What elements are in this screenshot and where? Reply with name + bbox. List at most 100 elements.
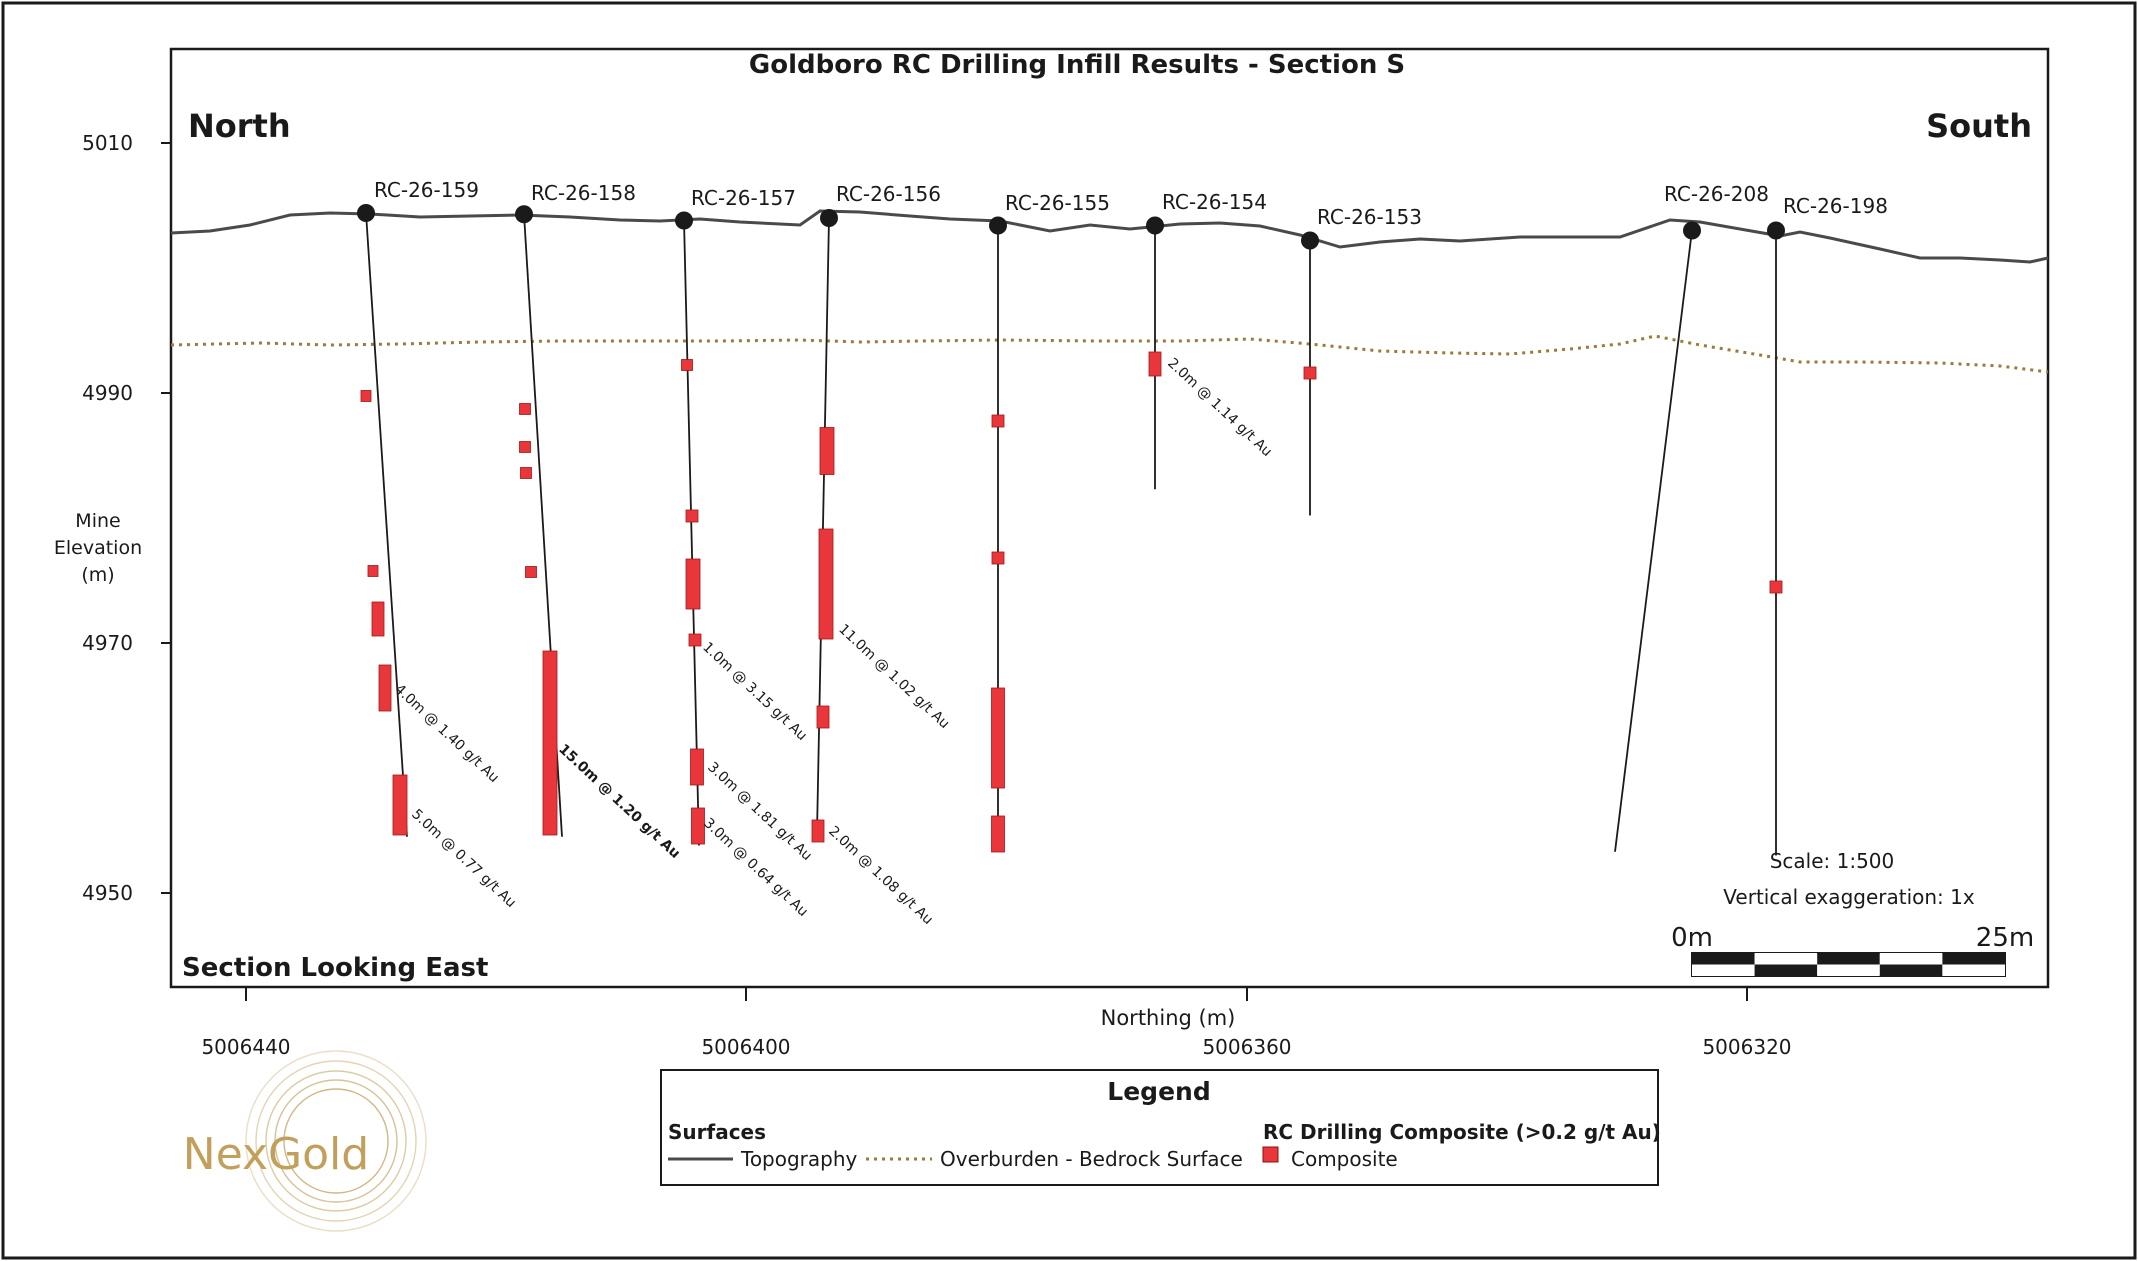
- scalebar-start-label: 0m: [1671, 923, 1713, 953]
- drillholes-layer: RC-26-159 RC-26-158 RC-26-157 RC-26-156 RC-2…: [357, 178, 1888, 856]
- composite-interval: [681, 359, 693, 371]
- drillhole-rc-26-153: RC-26-153: [1301, 205, 1422, 516]
- north-label: North: [188, 107, 291, 145]
- logo-ring: [255, 1060, 417, 1222]
- y-tick-label: 4990: [82, 381, 133, 405]
- scale-bar: [1691, 952, 2006, 977]
- scalebar-cell: [1879, 964, 1943, 976]
- legend-composite-label: Composite: [1291, 1147, 1398, 1171]
- scalebar-cell: [1817, 964, 1880, 976]
- scalebar-cell: [1942, 953, 2005, 965]
- legend-box: Legend Surfaces Topography Overburden - …: [660, 1069, 1661, 1186]
- composite-interval: [367, 565, 379, 577]
- collar-marker: [515, 205, 533, 224]
- composite-interval: [690, 748, 704, 786]
- collar-marker: [989, 216, 1007, 235]
- drillhole-rc-26-198: RC-26-198: [1767, 194, 1888, 856]
- nexgold-logo: NexGold: [183, 1050, 427, 1232]
- drillhole-trace: [1614, 230, 1693, 852]
- composite-interval: [991, 551, 1005, 565]
- logo-ring: [265, 1070, 407, 1212]
- logo-ring: [274, 1079, 398, 1203]
- south-label: South: [1926, 107, 2032, 145]
- composite-interval: [1303, 366, 1317, 380]
- legend-surfaces-heading: Surfaces: [668, 1120, 766, 1144]
- composite-interval: [818, 528, 834, 640]
- drillhole-rc-26-155: RC-26-155: [989, 191, 1110, 853]
- drillhole-name-label: RC-26-156: [836, 182, 941, 206]
- drillhole-rc-26-208: RC-26-208: [1614, 182, 1769, 852]
- drillhole-trace: [365, 212, 408, 837]
- scalebar-end-label: 25m: [1976, 923, 2034, 953]
- composite-interval: [991, 815, 1005, 853]
- drillhole-rc-26-159: RC-26-159: [357, 178, 479, 837]
- composite-interval: [991, 687, 1005, 789]
- drillhole-name-label: RC-26-208: [1664, 182, 1769, 206]
- legend-title: Legend: [1107, 1077, 1210, 1106]
- y-tick-label: 5010: [82, 131, 133, 155]
- collar-marker: [1767, 221, 1785, 240]
- scalebar-cell: [1692, 953, 1755, 965]
- composite-interval: [360, 390, 372, 402]
- drillhole-trace: [683, 220, 700, 846]
- drillhole-name-label: RC-26-155: [1005, 191, 1110, 215]
- drillhole-rc-26-154: RC-26-154: [1146, 190, 1267, 490]
- composite-interval: [685, 558, 701, 610]
- logo-rings-icon: [245, 1050, 427, 1232]
- y-axis-label: Mine Elevation (m): [54, 510, 142, 586]
- overburden-bedrock-surface: [170, 334, 2049, 374]
- x-tick-label: 5006360: [1202, 1035, 1291, 1059]
- scalebar-cell: [1817, 953, 1880, 965]
- composite-interval: [519, 441, 531, 453]
- composite-interval: [685, 509, 699, 523]
- x-axis-ticks: 5006440 5006400 5006360 5006320: [201, 987, 1792, 1059]
- composite-interval: [378, 664, 392, 712]
- x-axis-label: Northing (m): [1101, 1006, 1236, 1030]
- collar-marker: [675, 211, 693, 230]
- composite-interval: [371, 601, 385, 637]
- section-title: Goldboro RC Drilling Infill Results - Se…: [749, 50, 1405, 80]
- composite-interval: [542, 650, 558, 836]
- composite-interval: [691, 807, 705, 845]
- collar-marker: [1146, 216, 1164, 235]
- composite-interval: [816, 705, 830, 729]
- scale-text: Scale: 1:500: [1770, 849, 1895, 873]
- collar-marker: [1301, 231, 1319, 250]
- composite-interval: [1148, 351, 1162, 377]
- scalebar-cell: [1942, 964, 2005, 976]
- drillhole-name-label: RC-26-198: [1783, 194, 1888, 218]
- drillhole-trace: [816, 217, 830, 834]
- drillhole-name-label: RC-26-157: [691, 186, 796, 210]
- x-tick-label: 5006400: [701, 1035, 790, 1059]
- composite-interval: [688, 633, 702, 647]
- composite-interval: [1769, 580, 1783, 594]
- drillhole-name-label: RC-26-153: [1317, 205, 1422, 229]
- drillhole-name-label: RC-26-159: [374, 178, 479, 202]
- y-axis-ticks: 5010 4990 4970 4950: [82, 131, 171, 905]
- scalebar-cell: [1692, 964, 1755, 976]
- vertical-exaggeration-text: Vertical exaggeration: 1x: [1723, 885, 1975, 909]
- logo-text: NexGold: [183, 1129, 369, 1180]
- composite-interval: [519, 403, 531, 415]
- legend-overburden-label: Overburden - Bedrock Surface: [940, 1147, 1243, 1171]
- composite-interval: [525, 566, 537, 578]
- scalebar-cell: [1754, 964, 1818, 976]
- legend-topography-label: Topography: [740, 1147, 858, 1171]
- collar-marker: [1683, 221, 1701, 240]
- drillhole-rc-26-158: RC-26-158: [515, 181, 636, 837]
- x-tick-label: 5006320: [1702, 1035, 1791, 1059]
- composite-interval: [819, 427, 835, 475]
- drillhole-rc-26-157: RC-26-157: [675, 186, 796, 846]
- logo-ring: [283, 1088, 389, 1194]
- drillhole-rc-26-156: RC-26-156: [811, 182, 941, 843]
- scalebar-cell: [1879, 953, 1943, 965]
- drillhole-name-label: RC-26-158: [531, 181, 636, 205]
- drillhole-name-label: RC-26-154: [1162, 190, 1267, 214]
- x-tick-label: 5006440: [201, 1035, 290, 1059]
- composite-interval: [392, 774, 408, 836]
- collar-marker: [357, 204, 375, 222]
- composite-interval: [811, 819, 825, 843]
- collar-marker: [820, 209, 838, 227]
- composite-interval: [991, 414, 1005, 428]
